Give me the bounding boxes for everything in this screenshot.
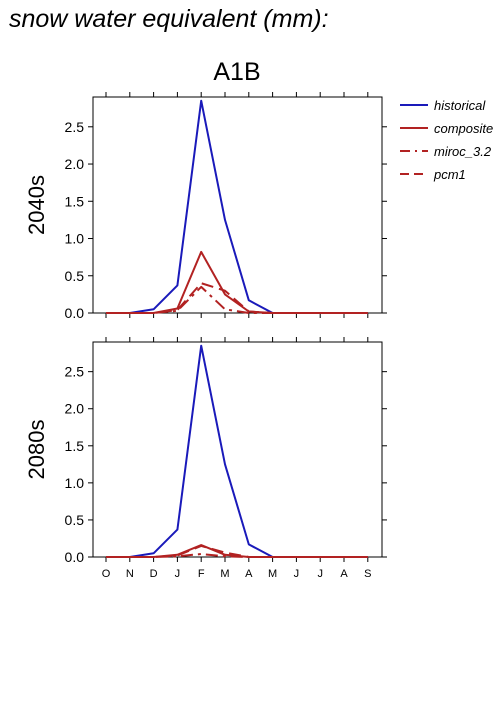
series-line-pcm1 xyxy=(106,544,368,558)
legend-label: historical xyxy=(434,98,486,113)
y-tick-label: 0.0 xyxy=(65,305,85,321)
x-tick-label: M xyxy=(220,568,229,580)
row-label: 2080s xyxy=(24,420,49,480)
x-tick-label: S xyxy=(364,568,371,580)
legend-label: miroc_3.2 xyxy=(434,144,492,159)
x-tick-label: J xyxy=(175,568,181,580)
x-tick-label: A xyxy=(245,568,253,580)
legend-label: composite xyxy=(434,121,493,136)
y-tick-label: 1.5 xyxy=(65,193,85,209)
y-tick-label: 1.0 xyxy=(65,475,85,491)
x-tick-label: O xyxy=(102,568,111,580)
series-line-pcm1 xyxy=(106,282,368,314)
y-tick-label: 2.5 xyxy=(65,364,85,380)
y-tick-label: 2.0 xyxy=(65,401,85,417)
y-tick-label: 2.0 xyxy=(65,156,85,172)
x-tick-label: F xyxy=(198,568,205,580)
x-tick-label: J xyxy=(294,568,300,580)
y-tick-label: 0.0 xyxy=(65,549,85,565)
x-tick-label: M xyxy=(268,568,277,580)
x-tick-label: N xyxy=(126,568,134,580)
scenario-title: A1B xyxy=(213,58,260,86)
row-label: 2040s xyxy=(24,175,49,235)
page-title: snow water equivalent (mm): xyxy=(9,5,329,33)
plot-frame xyxy=(92,341,383,558)
x-tick-label: A xyxy=(340,568,348,580)
series-line-historical xyxy=(106,99,368,314)
chart-panel-2080s: 0.0 0.5 1.0 1.5 2.0 2.5 O N D J F M A M J J A S 2080s xyxy=(24,337,387,580)
y-tick-label: 0.5 xyxy=(65,268,85,284)
y-tick-label: 1.5 xyxy=(65,438,85,454)
plot-frame xyxy=(92,96,383,314)
y-tick-label: 0.5 xyxy=(65,512,85,528)
chart-panels: 0.0 0.5 1.0 1.5 2.0 2.5 2040s 0.0 0.5 1.0 1.5 2.0 2.… xyxy=(24,92,387,580)
legend-label: pcm1 xyxy=(433,167,466,182)
chart-panel-2040s: 0.0 0.5 1.0 1.5 2.0 2.5 2040s xyxy=(24,92,387,321)
x-tick-label: J xyxy=(317,568,323,580)
x-tick-label: D xyxy=(150,568,158,580)
series-line-historical xyxy=(106,344,368,558)
y-tick-label: 2.5 xyxy=(65,119,85,135)
y-tick-label: 1.0 xyxy=(65,231,85,247)
legend: historical composite miroc_3.2 pcm1 xyxy=(400,98,493,182)
